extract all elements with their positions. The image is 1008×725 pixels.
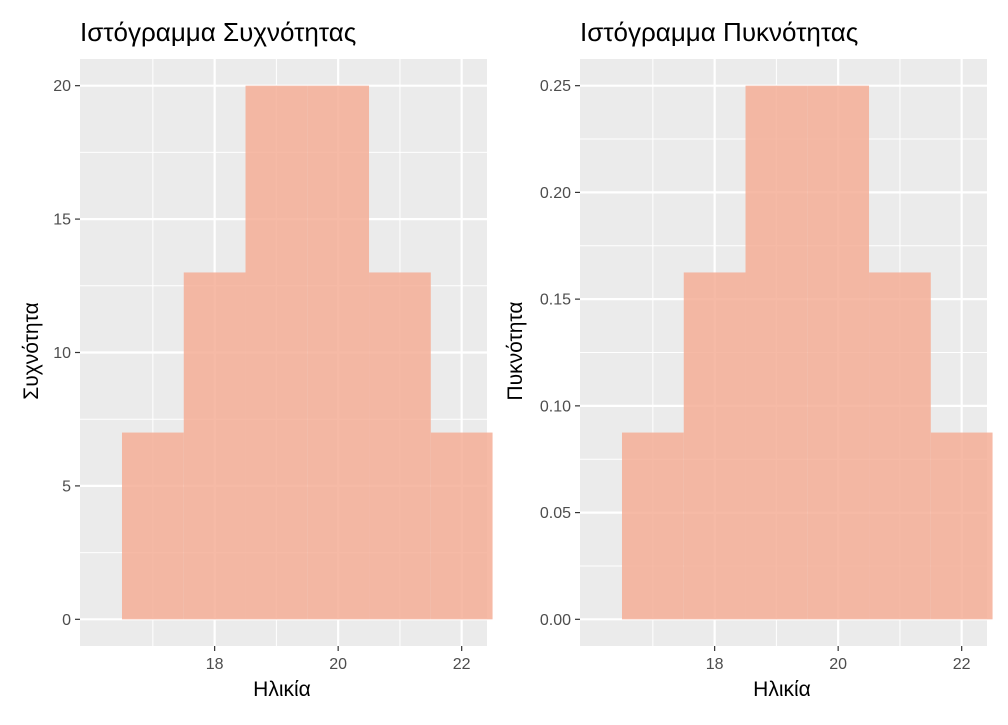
y-tick-label: 0.05 <box>540 505 571 522</box>
x-tick-label: 18 <box>706 656 724 673</box>
histogram-bar <box>245 85 308 620</box>
histogram-bar <box>683 272 746 620</box>
y-tick-label: 15 <box>53 212 71 229</box>
bars <box>121 85 493 620</box>
y-tick-label: 5 <box>62 478 71 495</box>
bars <box>621 85 993 620</box>
y-tick-label: 0.00 <box>540 612 571 629</box>
y-tick-label: 0.20 <box>540 185 571 202</box>
density-histogram: Ιστόγραμμα Πυκνότητας 0.000.050.100.150.… <box>504 17 993 701</box>
chart-title: Ιστόγραμμα Συχνότητας <box>80 17 356 47</box>
histogram-bar <box>307 85 370 620</box>
x-tick-label: 22 <box>953 656 971 673</box>
x-tick-label: 22 <box>453 656 471 673</box>
x-axis-ticks: 18 20 22 <box>206 646 471 673</box>
y-axis-ticks: 0.00 0.05 0.10 0.15 0.20 0.25 <box>540 78 580 629</box>
histogram-bar <box>621 432 684 620</box>
histogram-bar <box>121 432 184 620</box>
histogram-bar <box>369 272 431 620</box>
x-tick-label: 20 <box>329 656 347 673</box>
y-tick-label: 20 <box>53 78 71 95</box>
y-tick-label: 10 <box>53 345 71 362</box>
histogram-bar <box>930 432 993 620</box>
y-tick-label: 0 <box>62 612 71 629</box>
x-axis-ticks: 18 20 22 <box>706 646 971 673</box>
y-axis-title: Συχνότητα <box>20 302 43 399</box>
y-tick-label: 0.10 <box>540 398 571 415</box>
y-axis-ticks: 0 5 10 15 20 <box>53 78 80 629</box>
histogram-bar <box>430 432 493 620</box>
y-tick-label: 0.25 <box>540 78 571 95</box>
histogram-bar <box>807 85 870 620</box>
x-axis-title: Ηλικία <box>253 678 311 701</box>
chart-title: Ιστόγραμμα Πυκνότητας <box>580 17 858 47</box>
histogram-bar <box>869 272 931 620</box>
histogram-bar <box>745 85 808 620</box>
histogram-bar <box>183 272 246 620</box>
x-tick-label: 20 <box>829 656 847 673</box>
frequency-histogram: Ιστόγραμμα Συχνότητας 0 5 10 15 20 18 20 22 Ηλ… <box>20 17 493 701</box>
y-axis-title: Πυκνότητα <box>504 301 527 400</box>
y-tick-label: 0.15 <box>540 292 571 309</box>
x-axis-title: Ηλικία <box>753 678 811 701</box>
x-tick-label: 18 <box>206 656 224 673</box>
